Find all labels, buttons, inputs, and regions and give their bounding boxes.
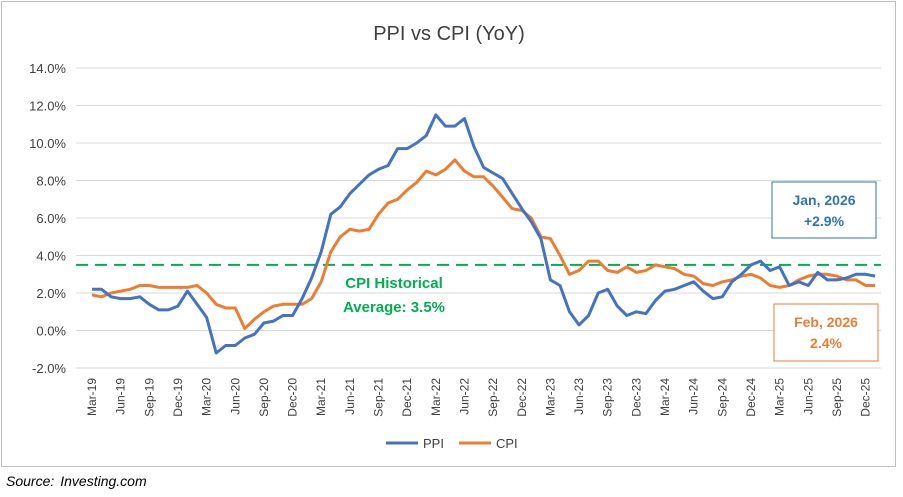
x-tick-label: Dec-24 (744, 378, 758, 417)
y-tick-label: -2.0% (32, 361, 66, 376)
legend-cpi-label: CPI (496, 436, 518, 451)
x-tick-label: Jun-19 (114, 378, 128, 415)
x-tick-label: Mar-24 (658, 378, 672, 416)
series-line-ppi (92, 113, 876, 355)
y-tick-label: 10.0% (29, 136, 66, 151)
x-tick-label: Sep-23 (601, 378, 615, 417)
x-tick-label: Sep-22 (486, 378, 500, 417)
y-tick-label: 2.0% (36, 286, 66, 301)
x-tick-label: Dec-23 (629, 378, 643, 417)
y-tick-label: 8.0% (36, 174, 66, 189)
x-tick-label: Sep-20 (257, 378, 271, 417)
x-tick-label: Mar-25 (773, 378, 787, 416)
chart-title: PPI vs CPI (YoY) (373, 23, 525, 45)
x-tick-label: Mar-20 (200, 378, 214, 416)
ppi-annotation-box (771, 181, 877, 239)
x-tick-label: Dec-21 (400, 378, 414, 417)
cpi-average-label-line1: CPI Historical (345, 275, 443, 292)
source-text: Investing.com (60, 473, 147, 489)
ppi-annotation-value: +2.9% (804, 213, 845, 229)
series-lines (91, 113, 876, 355)
x-tick-label: Dec-19 (171, 378, 185, 417)
y-tick-label: 14.0% (29, 61, 66, 76)
gridlines (76, 67, 881, 369)
cpi-annotation-value: 2.4% (810, 335, 842, 351)
x-tick-label: Mar-22 (429, 378, 443, 416)
source-note: Source: Investing.com (6, 473, 147, 489)
legend-ppi-label: PPI (423, 436, 444, 451)
x-tick-label: Sep-21 (372, 378, 386, 417)
chart-frame: PPI vs CPI (YoY) 14.0% 12.0% 10.0% 8.0% 6.0%… (1, 1, 896, 467)
cpi-annotation-date: Feb, 2026 (794, 314, 858, 330)
x-tick-label: Mar-21 (314, 378, 328, 416)
chart: PPI vs CPI (YoY) 14.0% 12.0% 10.0% 8.0% 6.0%… (29, 23, 881, 451)
y-axis: 14.0% 12.0% 10.0% 8.0% 6.0% 4.0% 2.0% 0.0% -2.0% (29, 61, 66, 376)
y-tick-label: 6.0% (36, 211, 66, 226)
cpi-average-label-line2: Average: 3.5% (343, 299, 445, 316)
source-label: Source: (6, 473, 55, 489)
y-tick-label: 0.0% (36, 324, 66, 339)
y-tick-label: 12.0% (29, 99, 66, 114)
x-tick-label: Mar-19 (85, 378, 99, 416)
x-tick-label: Jun-23 (572, 378, 586, 415)
x-tick-label: Jun-22 (457, 378, 471, 415)
x-tick-label: Sep-25 (830, 378, 844, 417)
x-tick-label: Dec-20 (286, 378, 300, 417)
cpi-annotation-box (773, 303, 879, 362)
ppi-annotation: Jan, 2026 +2.9% (771, 181, 877, 239)
x-tick-label: Dec-25 (859, 378, 873, 417)
series-line-cpi (91, 158, 876, 331)
x-tick-label: Mar-23 (543, 378, 557, 416)
x-tick-label: Jun-25 (801, 378, 815, 415)
x-tick-label: Jun-24 (687, 378, 701, 415)
x-axis: Mar-19 Jun-19 Sep-19 Dec-19 Mar-20 Jun-20 Sep-… (85, 378, 873, 417)
ppi-annotation-date: Jan, 2026 (792, 192, 855, 208)
x-tick-label: Dec-22 (515, 378, 529, 417)
y-tick-label: 4.0% (36, 249, 66, 264)
x-tick-label: Jun-20 (228, 378, 242, 415)
cpi-annotation: Feb, 2026 2.4% (773, 303, 879, 362)
x-tick-label: Sep-24 (715, 378, 729, 417)
x-tick-label: Sep-19 (142, 378, 156, 417)
legend: PPI CPI (386, 436, 518, 451)
x-tick-label: Jun-21 (343, 378, 357, 415)
